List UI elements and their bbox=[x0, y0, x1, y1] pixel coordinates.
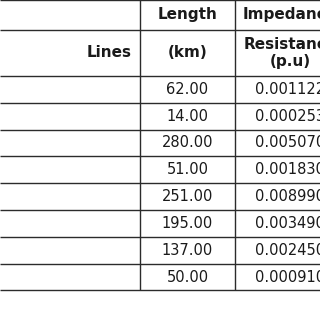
Text: Resistance
(p.u): Resistance (p.u) bbox=[244, 37, 320, 69]
Text: 0.002450: 0.002450 bbox=[255, 243, 320, 258]
Text: (km): (km) bbox=[168, 45, 207, 60]
Text: Length: Length bbox=[157, 7, 217, 22]
Text: 137.00: 137.00 bbox=[162, 243, 213, 258]
Text: 62.00: 62.00 bbox=[166, 82, 209, 97]
Text: 0.005070: 0.005070 bbox=[255, 135, 320, 150]
Text: 0.000910: 0.000910 bbox=[255, 269, 320, 284]
Text: 0.003490: 0.003490 bbox=[255, 216, 320, 231]
Text: Impedance: Impedance bbox=[243, 7, 320, 22]
Text: 0.001830: 0.001830 bbox=[255, 162, 320, 177]
Text: 50.00: 50.00 bbox=[166, 269, 209, 284]
Text: 51.00: 51.00 bbox=[166, 162, 209, 177]
Text: 14.00: 14.00 bbox=[166, 109, 209, 124]
Text: 280.00: 280.00 bbox=[162, 135, 213, 150]
Text: Lines: Lines bbox=[87, 45, 132, 60]
Text: 0.008990: 0.008990 bbox=[255, 189, 320, 204]
Text: 0.000253: 0.000253 bbox=[255, 109, 320, 124]
Text: 0.001122: 0.001122 bbox=[255, 82, 320, 97]
Text: 195.00: 195.00 bbox=[162, 216, 213, 231]
Text: 251.00: 251.00 bbox=[162, 189, 213, 204]
